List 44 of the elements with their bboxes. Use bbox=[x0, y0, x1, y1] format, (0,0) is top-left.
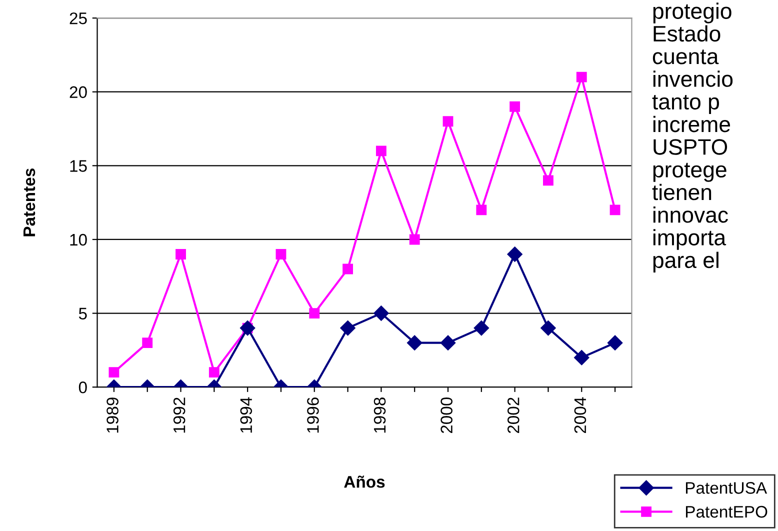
point bbox=[507, 246, 522, 262]
legend-label: PatentEPO bbox=[686, 506, 768, 518]
x-axis-title: Años bbox=[344, 476, 385, 488]
y-tick-label: 0 bbox=[78, 382, 87, 394]
point bbox=[208, 367, 220, 378]
point bbox=[574, 350, 590, 366]
point bbox=[340, 320, 356, 336]
point bbox=[176, 249, 186, 260]
point bbox=[476, 204, 487, 216]
point bbox=[407, 335, 422, 350]
x-tick-label: 2000 bbox=[440, 397, 452, 434]
point bbox=[276, 249, 286, 260]
y-tick-label: 20 bbox=[70, 86, 87, 98]
legend-label: PatentUSA bbox=[686, 482, 768, 494]
point bbox=[240, 320, 256, 336]
point bbox=[540, 320, 556, 336]
point bbox=[342, 264, 353, 274]
point bbox=[376, 146, 386, 156]
point bbox=[543, 175, 554, 186]
point bbox=[510, 101, 520, 112]
x-tick-label: 2002 bbox=[507, 398, 520, 434]
x-tick-label: 1989 bbox=[106, 398, 118, 433]
y-axis-title: Patentes bbox=[24, 168, 36, 236]
x-tick-label: 1998 bbox=[374, 398, 386, 433]
point bbox=[374, 306, 389, 321]
point bbox=[440, 335, 456, 350]
text: protegio Estado cuenta invencio tanto p increme USPTO protege tienen innovac importa para el bbox=[652, 2, 733, 272]
y-tick-label: 25 bbox=[70, 12, 87, 24]
point bbox=[142, 338, 153, 348]
point bbox=[108, 367, 120, 378]
x-tick-label: 1992 bbox=[173, 398, 186, 433]
point bbox=[409, 234, 420, 245]
x-tick-label: 1994 bbox=[240, 397, 252, 433]
y-tick-label: 10 bbox=[70, 234, 87, 246]
y-tick-label: 15 bbox=[70, 160, 87, 172]
x-tick-label: 2004 bbox=[574, 397, 586, 434]
x-tick-label: 1996 bbox=[307, 398, 319, 433]
y-tick-label: 5 bbox=[78, 308, 87, 320]
point bbox=[607, 335, 623, 350]
point bbox=[610, 204, 620, 216]
point bbox=[576, 72, 587, 82]
point bbox=[309, 308, 320, 318]
point bbox=[474, 320, 489, 336]
point bbox=[442, 116, 454, 127]
